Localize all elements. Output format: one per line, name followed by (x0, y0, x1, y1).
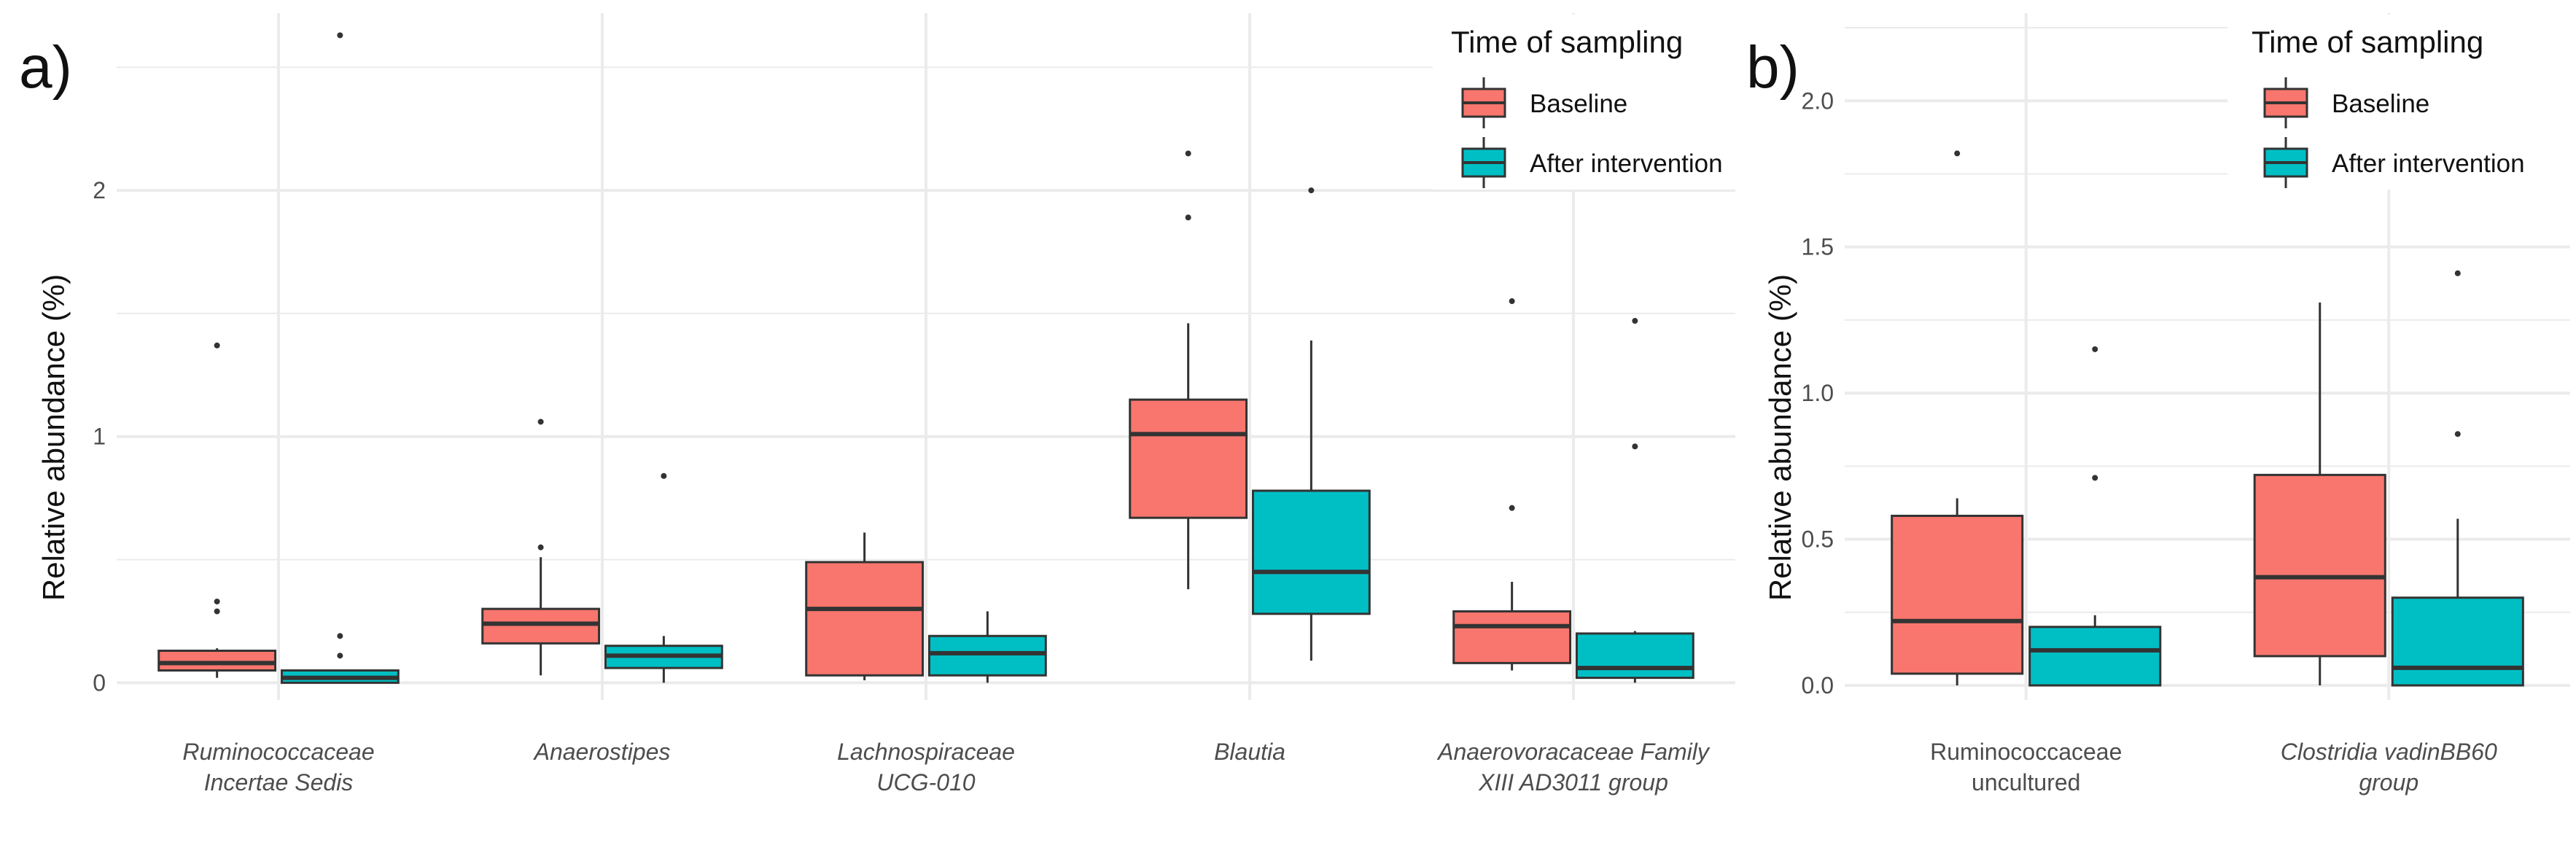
outlier-point (2454, 270, 2461, 276)
box-iqr (927, 634, 1047, 677)
outlier-point (1632, 318, 1638, 324)
box-iqr (2028, 626, 2162, 687)
x-category-label: Ruminococcaceae (1930, 739, 2122, 765)
panel-b-legend-after: After intervention (2332, 149, 2525, 178)
panel-b-legend: Time of sampling Baseline After interven… (2227, 15, 2570, 190)
box-iqr (1575, 632, 1694, 680)
box-iqr (2253, 473, 2386, 658)
panel-a-boxes (157, 32, 1694, 684)
box-after-intervention (280, 32, 400, 684)
panel-b-x-categories: Ruminococcaceae uncultured Clostridia vadi… (1930, 739, 2497, 796)
x-category-label: uncultured (1972, 769, 2080, 796)
y-tick-label: 2.0 (1802, 87, 1834, 114)
y-tick-label: 1.5 (1802, 234, 1834, 260)
panel-b-y-ticks: 0.0 0.5 1.0 1.5 2.0 (1802, 87, 1834, 699)
panel-a-legend-key-baseline (1461, 77, 1506, 128)
y-tick-label: 0 (93, 669, 106, 696)
y-tick-label: 0.5 (1802, 526, 1834, 553)
box-iqr (481, 607, 601, 645)
box-baseline (2253, 302, 2386, 685)
x-category-label: Ruminococcaceae (182, 739, 374, 765)
box-iqr (1129, 398, 1248, 519)
panel-a-legend-baseline: Baseline (1530, 90, 1627, 118)
x-category-label: Lachnospiraceae (837, 739, 1015, 765)
box-after-intervention (604, 472, 723, 683)
outlier-point (537, 419, 544, 425)
box-after-intervention (1575, 318, 1694, 683)
box-baseline (157, 342, 277, 678)
outlier-point (337, 633, 343, 639)
x-category-label: Incertae Sedis (204, 769, 354, 796)
outlier-point (214, 608, 220, 615)
panel-b-label: b) (1746, 34, 1799, 101)
panel-b-legend-key-after (2263, 137, 2308, 188)
box-baseline (481, 419, 601, 676)
outlier-point (661, 472, 667, 479)
outlier-point (337, 32, 343, 39)
panel-b-legend-baseline: Baseline (2332, 90, 2429, 118)
outlier-point (2092, 346, 2098, 352)
panel-a-legend-key-after (1461, 137, 1506, 188)
y-tick-label: 1.0 (1802, 380, 1834, 406)
panel-b-boxes (1891, 150, 2524, 687)
x-category-label: XIII AD3011 group (1478, 769, 1668, 796)
box-after-intervention (927, 611, 1047, 683)
panel-a-y-ticks: 0 1 2 (93, 177, 106, 696)
box-iqr (805, 561, 925, 677)
panel-a-legend: Time of sampling Baseline After interven… (1433, 15, 1739, 190)
box-iqr (2391, 596, 2524, 687)
box-baseline (805, 532, 925, 680)
y-tick-label: 2 (93, 177, 106, 203)
box-iqr (157, 649, 277, 672)
x-category-label: Clostridia vadinBB60 (2281, 739, 2497, 765)
box-baseline (1129, 150, 1248, 590)
x-category-label: group (2359, 769, 2419, 796)
box-after-intervention (2028, 346, 2162, 687)
outlier-point (1509, 505, 1515, 511)
box-iqr (1251, 489, 1371, 615)
box-baseline (1891, 150, 2024, 685)
box-after-intervention (2391, 270, 2524, 687)
y-tick-label: 1 (93, 424, 106, 450)
x-category-label: Blautia (1214, 739, 1285, 765)
panel-a-x-categories: Ruminococcaceae Incertae Sedis Anaerostipe… (182, 739, 1710, 796)
x-category-label: UCG-010 (876, 769, 975, 796)
box-baseline (1452, 298, 1572, 671)
outlier-point (537, 544, 544, 551)
panel-a-label: a) (19, 34, 72, 101)
x-category-label: Anaerovoracaceae Family (1436, 739, 1711, 765)
panel-a-legend-title: Time of sampling (1451, 25, 1683, 59)
panel-a-legend-after: After intervention (1530, 149, 1723, 178)
panel-b: 0.0 0.5 1.0 1.5 2.0 Ruminococcaceae unculture… (1746, 13, 2570, 796)
panel-b-legend-title: Time of sampling (2252, 25, 2483, 59)
panel-a: 0 1 2 Ruminococcaceae Incertae Sedis Anaeros… (19, 13, 1739, 796)
outlier-point (2454, 431, 2461, 437)
outlier-point (1954, 150, 1961, 157)
outlier-point (1308, 187, 1315, 194)
panel-a-y-axis-label: Relative abundance (%) (36, 274, 71, 601)
box-iqr (1452, 610, 1572, 664)
box-iqr (1891, 514, 2024, 675)
outlier-point (214, 598, 220, 604)
panel-b-legend-key-baseline (2263, 77, 2308, 128)
panel-b-y-axis-label: Relative abundance (%) (1763, 274, 1797, 601)
outlier-point (337, 653, 343, 659)
y-tick-label: 0.0 (1802, 672, 1834, 699)
outlier-point (214, 342, 220, 349)
outlier-point (2092, 475, 2098, 481)
outlier-point (1185, 214, 1191, 221)
outlier-point (1185, 150, 1191, 157)
x-category-label: Anaerostipes (533, 739, 671, 765)
outlier-point (1632, 443, 1638, 450)
box-after-intervention (1251, 187, 1371, 661)
outlier-point (1509, 298, 1515, 305)
